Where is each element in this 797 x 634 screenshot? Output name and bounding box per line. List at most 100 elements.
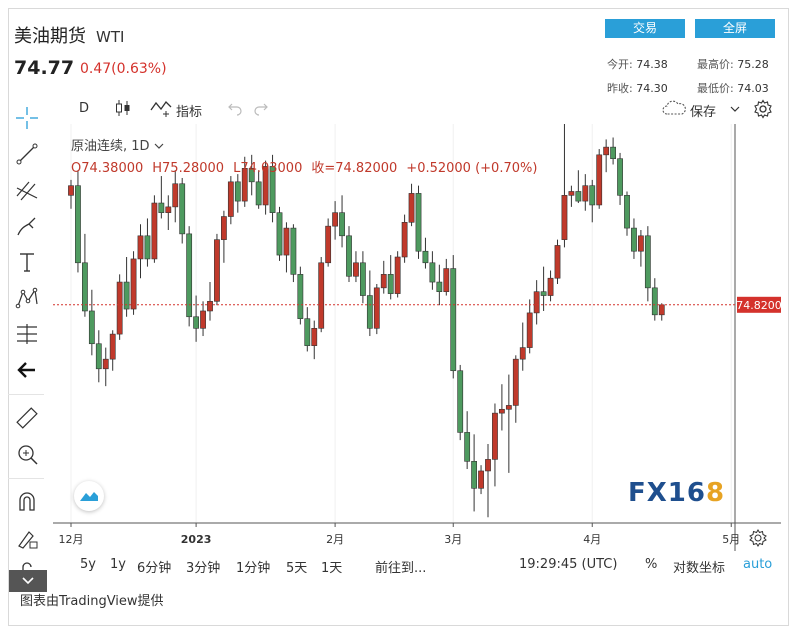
cloud-save-icon[interactable]	[661, 100, 687, 120]
prevclose-label: 昨收:	[607, 82, 633, 95]
candle	[637, 235, 644, 252]
indicators-icon[interactable]	[150, 98, 172, 122]
trade-button[interactable]: 交易	[605, 19, 685, 38]
save-dropdown-chevron-icon[interactable]	[730, 102, 740, 117]
instrument-title: 美油期货 WTI	[14, 22, 124, 48]
range-5y-button[interactable]: 5y	[80, 557, 96, 572]
candle	[186, 233, 193, 318]
candle	[339, 212, 345, 237]
goto-date-button[interactable]: 前往到...	[375, 561, 427, 576]
open-value: 74.38	[636, 58, 668, 71]
settings-gear-icon[interactable]	[753, 99, 773, 123]
zoom-in-icon[interactable]	[14, 441, 40, 467]
range-5d-button[interactable]: 5天	[286, 561, 308, 576]
candle	[81, 262, 88, 312]
legend-close: 收=74.82000	[311, 161, 398, 176]
candle	[325, 225, 332, 264]
range-1y-button[interactable]: 1y	[110, 557, 126, 572]
drawing-toolbar	[0, 96, 53, 596]
candlestick-chart[interactable]: 74.8200 12月 2023 2月 3月 4月 5月	[53, 124, 781, 551]
candle	[526, 312, 533, 348]
candle	[408, 193, 415, 223]
utc-clock[interactable]: 19:29:45 (UTC)	[519, 557, 618, 572]
percent-scale-button[interactable]: %	[645, 557, 658, 572]
candle	[68, 185, 74, 196]
range-6m-button[interactable]: 6分钟	[137, 561, 172, 576]
legend-chevron-icon[interactable]	[154, 142, 164, 150]
candle	[311, 328, 318, 346]
redo-icon[interactable]	[253, 100, 269, 120]
candle-style-icon[interactable]	[115, 99, 131, 121]
candle	[464, 432, 471, 462]
undo-icon[interactable]	[227, 100, 243, 120]
lock-drawing-icon[interactable]	[14, 525, 40, 551]
text-tool-icon[interactable]	[14, 249, 40, 275]
candle	[290, 227, 297, 275]
candle	[651, 287, 658, 316]
series-legend: 原油连续, 1D	[71, 135, 164, 154]
candle	[554, 245, 561, 279]
candle	[255, 181, 262, 206]
tradingview-logo-icon[interactable]	[74, 481, 104, 511]
fullscreen-button[interactable]: 全屏	[695, 19, 775, 38]
range-bar: 5y 1y 6分钟 3分钟 1分钟 5天 1天 前往到... 19:29:45 …	[53, 551, 781, 579]
candle	[429, 262, 436, 283]
candle	[387, 274, 394, 294]
candle	[193, 316, 199, 329]
candle	[478, 470, 484, 489]
range-3m-button[interactable]: 3分钟	[186, 561, 221, 576]
candle	[241, 168, 248, 202]
candle	[137, 235, 144, 260]
pattern-icon[interactable]	[14, 285, 40, 311]
candle	[234, 181, 241, 202]
fib-channel-icon[interactable]	[14, 177, 40, 203]
indicators-button[interactable]: 指标	[176, 105, 203, 120]
range-1d-button[interactable]: 1天	[321, 561, 343, 576]
x-tick-label: 5月	[722, 533, 740, 546]
brush-icon[interactable]	[14, 213, 40, 239]
candle	[297, 274, 304, 319]
trend-line-icon[interactable]	[14, 141, 40, 167]
candle	[610, 146, 616, 159]
candle	[401, 222, 408, 258]
candle	[283, 227, 290, 256]
low-stat: 最低价: 74.03	[697, 80, 769, 96]
magnet-icon[interactable]	[14, 489, 40, 515]
candle	[533, 291, 540, 314]
back-arrow-icon[interactable]	[14, 357, 40, 383]
candle	[207, 301, 213, 312]
x-tick-label: 3月	[444, 533, 462, 546]
candle	[262, 166, 269, 206]
low-label: 最低价:	[697, 82, 734, 95]
candle	[505, 405, 512, 410]
collapse-toolbar-chevron-icon[interactable]	[9, 570, 47, 592]
candle	[519, 347, 526, 360]
forecast-icon[interactable]	[14, 321, 40, 347]
legend-high: H75.28000	[152, 161, 225, 176]
ruler-icon[interactable]	[14, 405, 40, 431]
crosshair-icon[interactable]	[14, 105, 40, 131]
candle	[589, 185, 596, 206]
candle	[492, 412, 498, 460]
last-price: 74.77	[14, 57, 75, 79]
fx168-watermark: FX168	[628, 478, 725, 508]
axis-settings-gear-icon[interactable]	[749, 529, 767, 547]
chart-credit[interactable]: 图表由TradingView提供	[20, 594, 164, 609]
low-value: 74.03	[737, 82, 769, 95]
candle	[276, 212, 283, 256]
candle	[123, 281, 130, 310]
chart-toolbar: D 指标 保存	[53, 96, 773, 124]
log-scale-button[interactable]: 对数坐标	[673, 561, 726, 576]
candle	[568, 191, 575, 196]
watermark-left: FX16	[628, 478, 706, 508]
range-1m-button[interactable]: 1分钟	[236, 561, 271, 576]
candle	[422, 250, 429, 264]
candle	[144, 235, 151, 260]
tool-separator	[8, 394, 44, 395]
save-button[interactable]: 保存	[690, 105, 717, 120]
instrument-name: 美油期货	[14, 26, 86, 47]
interval-button[interactable]: D	[79, 101, 90, 116]
candle	[582, 185, 589, 202]
auto-scale-button[interactable]: auto	[743, 557, 773, 572]
candle	[359, 262, 366, 296]
